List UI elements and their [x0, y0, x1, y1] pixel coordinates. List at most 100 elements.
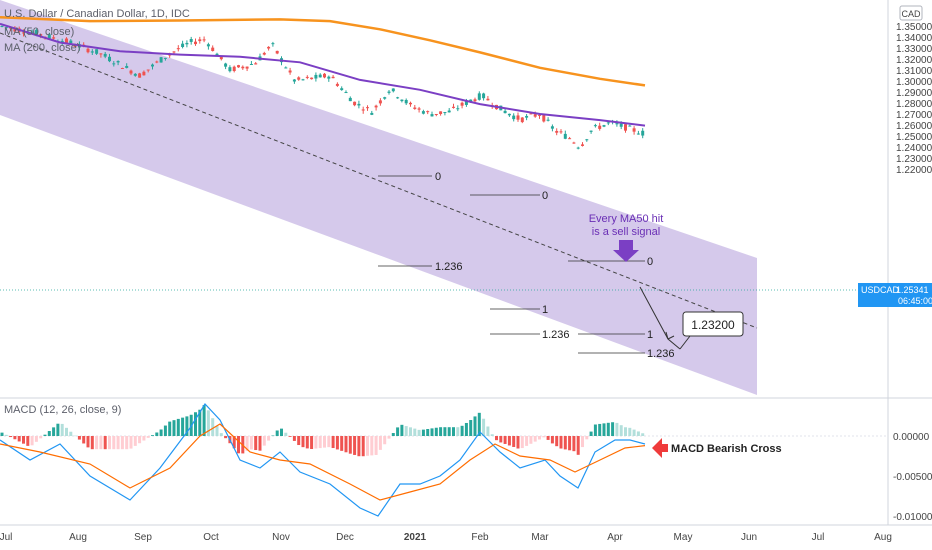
macd-histogram-bar [4, 434, 8, 436]
macd-histogram-bar [593, 424, 597, 436]
candle-body [529, 113, 533, 115]
candle-body [507, 113, 511, 116]
candle-body [73, 45, 77, 47]
candle-body [138, 73, 142, 78]
target-box-label: 1.23200 [691, 318, 735, 332]
macd-histogram-bar [628, 427, 632, 436]
macd-histogram-bar [194, 412, 197, 436]
macd-axis[interactable]: 0.00000 -0.00500 -0.01000 [893, 432, 932, 523]
macd-histogram-bar [400, 424, 404, 436]
candle-body [361, 109, 365, 111]
candle-body [95, 49, 99, 54]
time-tick-label: Oct [203, 532, 219, 543]
macd-histogram-bar [348, 436, 352, 454]
candle-body [391, 88, 395, 92]
macd-histogram-bar [146, 436, 150, 438]
candle-body [477, 93, 481, 100]
candle-body [464, 100, 468, 105]
macd-histogram-bar [572, 436, 576, 452]
macd-histogram-bar [26, 436, 30, 446]
macd-histogram-bar [69, 431, 73, 436]
ma200-line [0, 15, 646, 87]
purple-down-arrow-icon [613, 240, 639, 262]
time-axis[interactable]: Jul Aug Sep Oct Nov Dec 2021 Feb Mar Apr May Jun Jul… [0, 532, 892, 543]
ma50-line [0, 22, 646, 127]
macd-histogram-bar [456, 427, 460, 436]
macd-histogram-bar [383, 436, 387, 445]
candle-body [86, 48, 90, 53]
macd-histogram-bar [82, 436, 86, 444]
macd-histogram-bar [232, 436, 236, 449]
candle-body [112, 63, 116, 65]
candle-body [641, 130, 645, 136]
macd-histogram-bar [366, 436, 369, 456]
projection-arrowhead [665, 331, 675, 340]
macd-histogram-bar [473, 416, 477, 436]
time-tick-label: Apr [607, 532, 623, 543]
candle-body [151, 64, 154, 67]
candle-body [602, 125, 606, 127]
fib-label: 0 [647, 256, 653, 268]
macd-histogram-bar [503, 436, 507, 444]
candle-body [568, 138, 572, 140]
candle-body [503, 110, 507, 114]
macd-histogram-bar [619, 425, 623, 436]
macd-histogram-bar [353, 436, 357, 455]
macd-histogram-bar [507, 436, 511, 446]
price-axis[interactable]: 1.350001.340001.330001.320001.310001.300… [896, 22, 932, 176]
candle-body [344, 92, 348, 94]
candle-body [271, 43, 275, 45]
macd-histogram-bar [340, 436, 344, 451]
candle-body [421, 111, 425, 114]
price-tick-label: 1.23000 [896, 154, 932, 165]
macd-histogram-bar [103, 436, 107, 450]
macd-histogram-bar [202, 405, 206, 436]
fib-label: 0 [435, 171, 441, 183]
macd-histogram-bar [598, 423, 602, 436]
candle-body [262, 52, 266, 55]
macd-histogram-bar [116, 436, 120, 450]
macd-histogram-bar [280, 428, 283, 436]
macd-histogram-bar [374, 436, 378, 455]
macd-histogram-bar [39, 436, 43, 439]
candle-body [159, 57, 163, 63]
macd-histogram-bar [254, 436, 258, 451]
candle-body [47, 34, 51, 39]
candle-body [288, 70, 292, 73]
macd-histogram-bar [490, 434, 494, 436]
currency-label: CAD [901, 9, 921, 19]
macd-histogram-bar [172, 420, 176, 436]
macd-histogram-bar [305, 436, 309, 449]
candle-body [310, 77, 314, 80]
macd-histogram-bar [297, 436, 301, 446]
candle-body [142, 71, 146, 76]
price-tag-symbol: USDCAD [861, 285, 900, 295]
price-tick-label: 1.28000 [896, 99, 932, 110]
candle-body [22, 32, 25, 34]
candle-body [439, 111, 443, 115]
macd-histogram-bar [17, 436, 21, 442]
fib-label: 1.236 [647, 348, 675, 360]
macd-histogram-bar [43, 434, 47, 436]
candle-body [636, 133, 640, 135]
candle-body [555, 130, 559, 133]
candle-body [176, 48, 180, 50]
candle-body [396, 97, 400, 99]
macd-histogram-bar [357, 436, 361, 457]
macd-histogram-bar [138, 436, 142, 444]
price-tag [858, 283, 932, 307]
sell-signal-text-1: Every MA50 hit [589, 213, 664, 225]
candle-body [146, 69, 150, 71]
candle-body [4, 27, 8, 29]
candle-body [245, 66, 249, 69]
price-tick-label: 1.27000 [896, 110, 932, 121]
candle-body [90, 51, 94, 53]
macd-histogram-bar [417, 429, 421, 436]
macd-histogram-bar [482, 418, 486, 436]
candle-body [456, 108, 460, 110]
candle-body [473, 99, 477, 102]
macd-histogram-bar [159, 429, 163, 436]
macd-histogram-bar [460, 425, 464, 436]
macd-histogram-bar [606, 422, 610, 436]
